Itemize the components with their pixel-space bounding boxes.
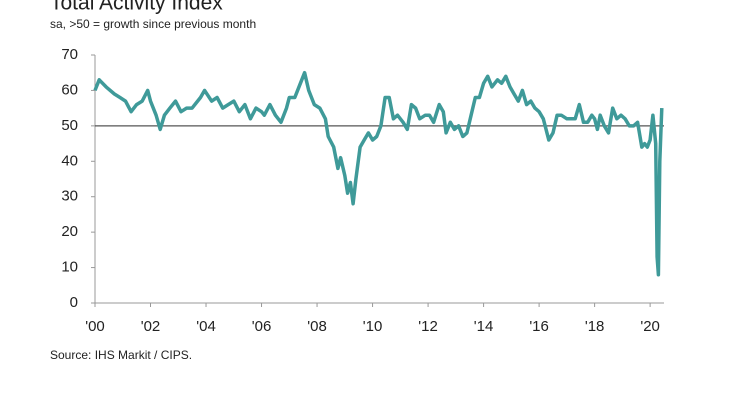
y-tick-label: 20 bbox=[61, 223, 78, 240]
y-tick-label: 50 bbox=[61, 117, 78, 134]
x-tick-label: '00 bbox=[85, 318, 105, 335]
x-tick-label: '20 bbox=[640, 318, 660, 335]
x-tick-label: '16 bbox=[529, 318, 549, 335]
x-tick-label: '02 bbox=[141, 318, 161, 335]
y-tick-label: 60 bbox=[61, 81, 78, 98]
chart-subtitle: sa, >50 = growth since previous month bbox=[50, 17, 256, 31]
y-tick-label: 0 bbox=[70, 294, 78, 311]
y-tick-label: 30 bbox=[61, 188, 78, 205]
x-tick-label: '10 bbox=[363, 318, 383, 335]
chart-title: Total Activity Index bbox=[50, 0, 223, 15]
y-tick-label: 40 bbox=[61, 152, 78, 169]
x-tick-label: '06 bbox=[252, 318, 272, 335]
y-tick-label: 10 bbox=[61, 259, 78, 276]
x-tick-label: '12 bbox=[418, 318, 438, 335]
x-tick-label: '14 bbox=[474, 318, 494, 335]
x-tick-label: '18 bbox=[585, 318, 605, 335]
x-tick-label: '08 bbox=[307, 318, 327, 335]
y-tick-label: 70 bbox=[61, 46, 78, 63]
source-note: Source: IHS Markit / CIPS. bbox=[50, 348, 192, 362]
data-line bbox=[93, 70, 664, 277]
x-tick-label: '04 bbox=[196, 318, 216, 335]
